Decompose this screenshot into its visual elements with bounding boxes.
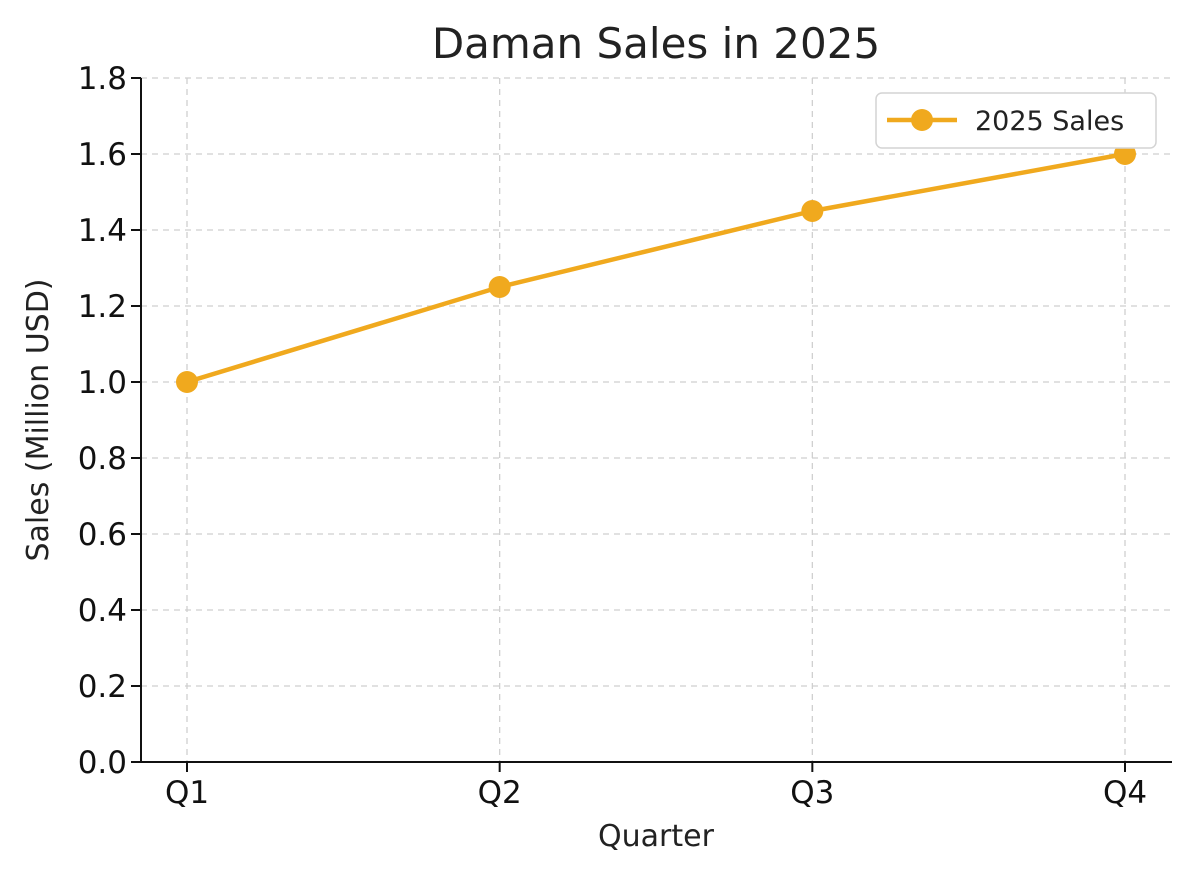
y-tick-label: 1.0 [78, 365, 127, 401]
y-axis-label: Sales (Million USD) [21, 278, 56, 561]
x-tick-label: Q3 [790, 775, 834, 811]
y-tick-label: 1.4 [78, 213, 127, 249]
y-tick-label: 0.8 [78, 441, 127, 477]
data-point-marker [176, 371, 198, 393]
x-tick-label: Q1 [165, 775, 209, 811]
y-tick-label: 0.6 [78, 517, 127, 553]
series [176, 143, 1136, 393]
legend-box [875, 92, 1157, 149]
y-tick-label: 0.4 [78, 593, 127, 629]
legend-marker-swatch [911, 109, 933, 131]
y-tick-label: 0.0 [78, 745, 127, 781]
data-point-marker [801, 200, 824, 222]
grid [141, 77, 1172, 762]
y-tick-label: 0.2 [78, 669, 127, 705]
chart-title: Daman Sales in 2025 [432, 19, 880, 68]
y-tick-label: 1.6 [78, 137, 127, 173]
y-ticks: 0.0 0.2 0.4 0.6 0.8 1.0 1.2 1.4 1.6 1.8 [78, 61, 141, 781]
data-point-marker [488, 276, 511, 298]
series-line [186, 151, 1126, 385]
legend: 2025 Sales [875, 92, 1157, 149]
x-ticks: Q1 Q2 Q3 Q4 [165, 762, 1147, 811]
x-tick-label: Q4 [1103, 775, 1147, 811]
y-tick-label: 1.8 [78, 61, 127, 97]
legend-label: 2025 Sales [975, 106, 1124, 137]
y-tick-label: 1.2 [78, 289, 127, 325]
x-axis-label: Quarter [598, 819, 715, 854]
axes [140, 78, 1172, 763]
x-tick-label: Q2 [478, 775, 522, 811]
